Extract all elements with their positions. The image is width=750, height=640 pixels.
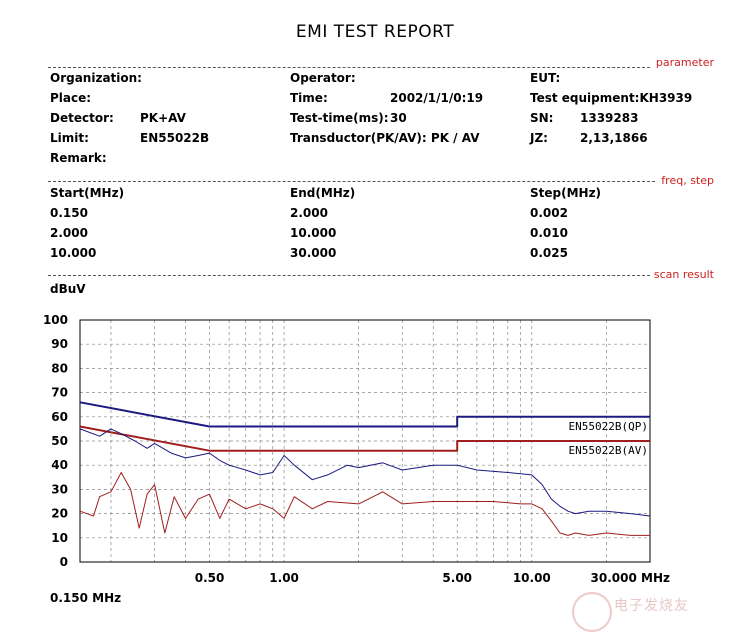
y-tick-label: 80 [51,361,68,375]
freq-cell: 0.025 [530,246,568,260]
freq-cell: 2.000 [50,226,88,240]
freq-cell: 0.150 [50,206,88,220]
y-tick-label: 10 [51,531,68,545]
qp-limit-label: EN55022B(QP) [569,420,648,433]
organization-label: Organization: [50,71,142,85]
test-equipment-label: Test equipment:KH3939 [530,91,693,105]
test-time-label: Test-time(ms): [290,111,389,125]
y-tick-label: 30 [51,482,68,496]
x-tick-label: 5.00 [442,571,472,585]
qp-limit-line [79,401,650,428]
eut-label: EUT: [530,71,561,85]
x-tick-label: 0.50 [195,571,225,585]
detector-value: PK+AV [140,111,186,125]
freq-header-end: End(MHz) [290,186,356,200]
x-tick-label: 10.00 [513,571,551,585]
section-label-parameter: parameter [651,56,714,69]
detector-label: Detector: [50,111,114,125]
watermark-text: 电子发烧友 [614,598,689,614]
y-tick-label: 60 [51,410,68,424]
freq-cell: 0.010 [530,226,568,240]
y-tick-label: 90 [51,337,68,351]
freq-header-start: Start(MHz) [50,186,125,200]
y-tick-label: 50 [51,434,68,448]
freq-header-step: Step(MHz) [530,186,602,200]
sn-label: SN: [530,111,554,125]
jz-value: 2,13,1866 [580,131,648,145]
av-limit-line [79,425,650,452]
place-label: Place: [50,91,92,105]
qp-measured-trace [79,428,651,517]
y-axis-label: dBuV [50,282,86,296]
y-tick-label: 20 [51,507,68,521]
av-measured-trace [79,472,650,536]
x-tick-label: 1.00 [269,571,299,585]
test-time-value: 30 [390,111,407,125]
y-tick-label: 70 [51,386,68,400]
section-divider [48,67,700,68]
page-title: EMI TEST REPORT [295,22,455,42]
x-tick-label: 30.000 MHz [591,571,670,585]
section-divider [48,181,700,182]
freq-cell: 10.000 [290,226,337,240]
freq-cell: 30.000 [290,246,337,260]
x-start-label: 0.150 MHz [50,591,122,605]
limit-value: EN55022B [140,131,210,145]
y-tick-label: 40 [51,458,68,472]
sn-value: 1339283 [580,111,639,125]
section-label-scan-result: scan result [649,268,714,281]
section-divider [48,275,700,276]
operator-label: Operator: [290,71,356,85]
jz-label: JZ: [530,131,548,145]
transductor-label: Transductor(PK/AV): PK / AV [290,131,480,145]
freq-cell: 10.000 [50,246,97,260]
limit-label: Limit: [50,131,89,145]
freq-cell: 2.000 [290,206,328,220]
freq-cell: 0.002 [530,206,568,220]
y-tick-label: 0 [60,555,68,569]
av-limit-label: EN55022B(AV) [569,444,648,457]
watermark-logo-icon [572,592,612,632]
section-label-freq-step: freq, step [657,174,714,187]
remark-label: Remark: [50,151,107,165]
time-value: 2002/1/1/0:19 [390,91,484,105]
time-label: Time: [290,91,328,105]
y-tick-label: 100 [43,313,68,327]
